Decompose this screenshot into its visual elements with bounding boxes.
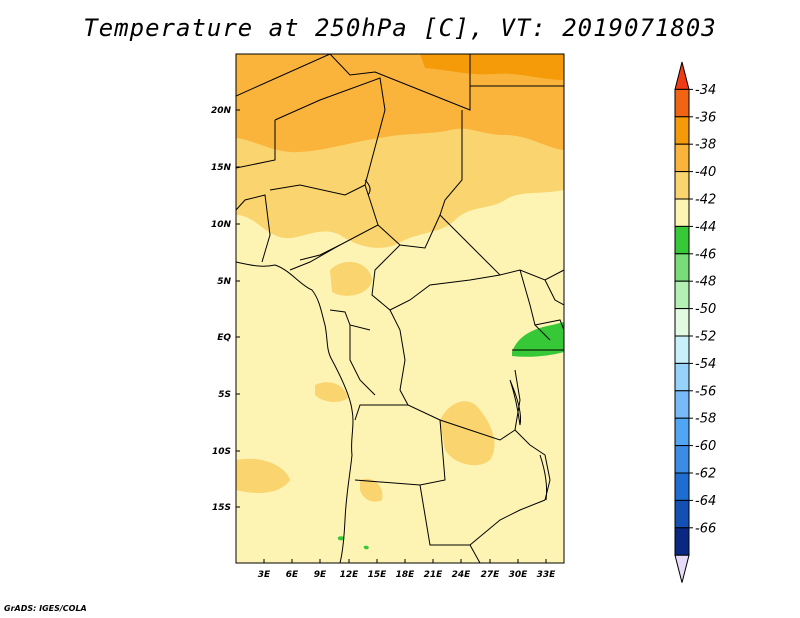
colorbar-label: -42 (695, 193, 716, 208)
colorbar-swatch (674, 308, 690, 337)
lon-label: 21E (424, 570, 444, 580)
map-frame (235, 53, 565, 564)
lon-axis: 3E 6E 9E 12E 15E 18E 21E 24E 27E 30E 33E (258, 559, 556, 580)
colorbar-swatch (674, 253, 690, 282)
field-patch-minus-44-south (337, 536, 369, 550)
lon-label: 6E (286, 570, 299, 580)
colorbar-label: -38 (695, 138, 716, 153)
chart-title: Temperature at 250hPa [C], VT: 201907180… (83, 14, 717, 42)
colorbar-label: -64 (695, 494, 716, 509)
colorbar-label: -50 (695, 302, 716, 317)
colorbar-swatch (674, 171, 690, 200)
colorbar-swatch (674, 445, 690, 474)
colorbar-swatch (674, 527, 690, 556)
colorbar-label: -36 (695, 110, 716, 125)
field-patch-center (330, 261, 372, 296)
colorbar-label: -56 (695, 384, 716, 399)
lon-label: 18E (396, 570, 416, 580)
lon-ticks (263, 559, 547, 563)
colorbar-swatch (674, 362, 690, 392)
colorbar-label: -66 (695, 521, 716, 536)
lon-label: 27E (481, 570, 501, 580)
lat-label: EQ (217, 333, 231, 343)
colorbar-swatch (674, 88, 690, 118)
lat-label: 15N (211, 163, 232, 173)
colorbar: -34 -36 -38 -40 -42 -44 -46 -48 -50 -52 -54 -56 -58 -… (674, 61, 716, 583)
colorbar-label: -62 (695, 467, 716, 482)
colorbar-label: -48 (695, 275, 716, 290)
country-borders (236, 54, 564, 563)
colorbar-swatch (674, 417, 690, 447)
colorbar-label: -34 (695, 83, 716, 98)
lat-label: 10S (212, 447, 231, 457)
lat-label: 5S (218, 390, 231, 400)
colorbar-swatch (674, 335, 690, 364)
lat-label: 10N (211, 220, 232, 230)
lake-malawi (539, 454, 548, 501)
colorbar-label: -40 (695, 165, 716, 180)
colorbar-label: -54 (695, 357, 716, 372)
field-patch-minus-44 (512, 322, 564, 357)
lon-label: 12E (340, 570, 360, 580)
field-band-minus-36 (420, 54, 564, 80)
field-patch-angola (360, 478, 383, 502)
grads-credit: GrADS: IGES/COLA (4, 604, 87, 613)
lat-label: 20N (211, 106, 232, 116)
lon-label: 33E (537, 570, 557, 580)
colorbar-swatch (674, 390, 690, 419)
field-patch-congo (440, 401, 495, 466)
colorbar-bottom-triangle (674, 554, 690, 583)
colorbar-label: -52 (695, 330, 716, 345)
colorbar-label: -44 (695, 220, 716, 235)
field-band-minus-38 (236, 54, 564, 153)
lon-label: 3E (258, 570, 271, 580)
lat-axis: 20N 15N 10N 5N EQ 5S 10S 15S (211, 106, 240, 513)
lat-label: 15S (212, 503, 231, 513)
coastline-west (236, 261, 354, 563)
lake-tanganyika (509, 379, 521, 426)
lat-label: 5N (217, 277, 231, 287)
temperature-field (236, 54, 564, 563)
field-patch-west (315, 382, 348, 402)
colorbar-label: -60 (695, 439, 716, 454)
colorbar-swatch (674, 198, 690, 227)
lon-label: 15E (368, 570, 388, 580)
colorbar-swatch (674, 116, 690, 145)
colorbar-top-triangle (674, 61, 690, 90)
colorbar-swatch (674, 280, 690, 310)
colorbar-swatch (674, 472, 690, 501)
lake-chad (364, 179, 371, 196)
lon-label: 30E (509, 570, 529, 580)
lon-label: 24E (452, 570, 472, 580)
colorbar-swatch (674, 225, 690, 255)
colorbar-swatch (674, 499, 690, 529)
lon-label: 9E (314, 570, 327, 580)
colorbar-swatch (674, 143, 690, 173)
colorbar-label: -46 (695, 247, 716, 262)
lat-ticks (236, 109, 240, 508)
colorbar-label: -58 (695, 412, 716, 427)
field-patch-south (236, 458, 290, 493)
